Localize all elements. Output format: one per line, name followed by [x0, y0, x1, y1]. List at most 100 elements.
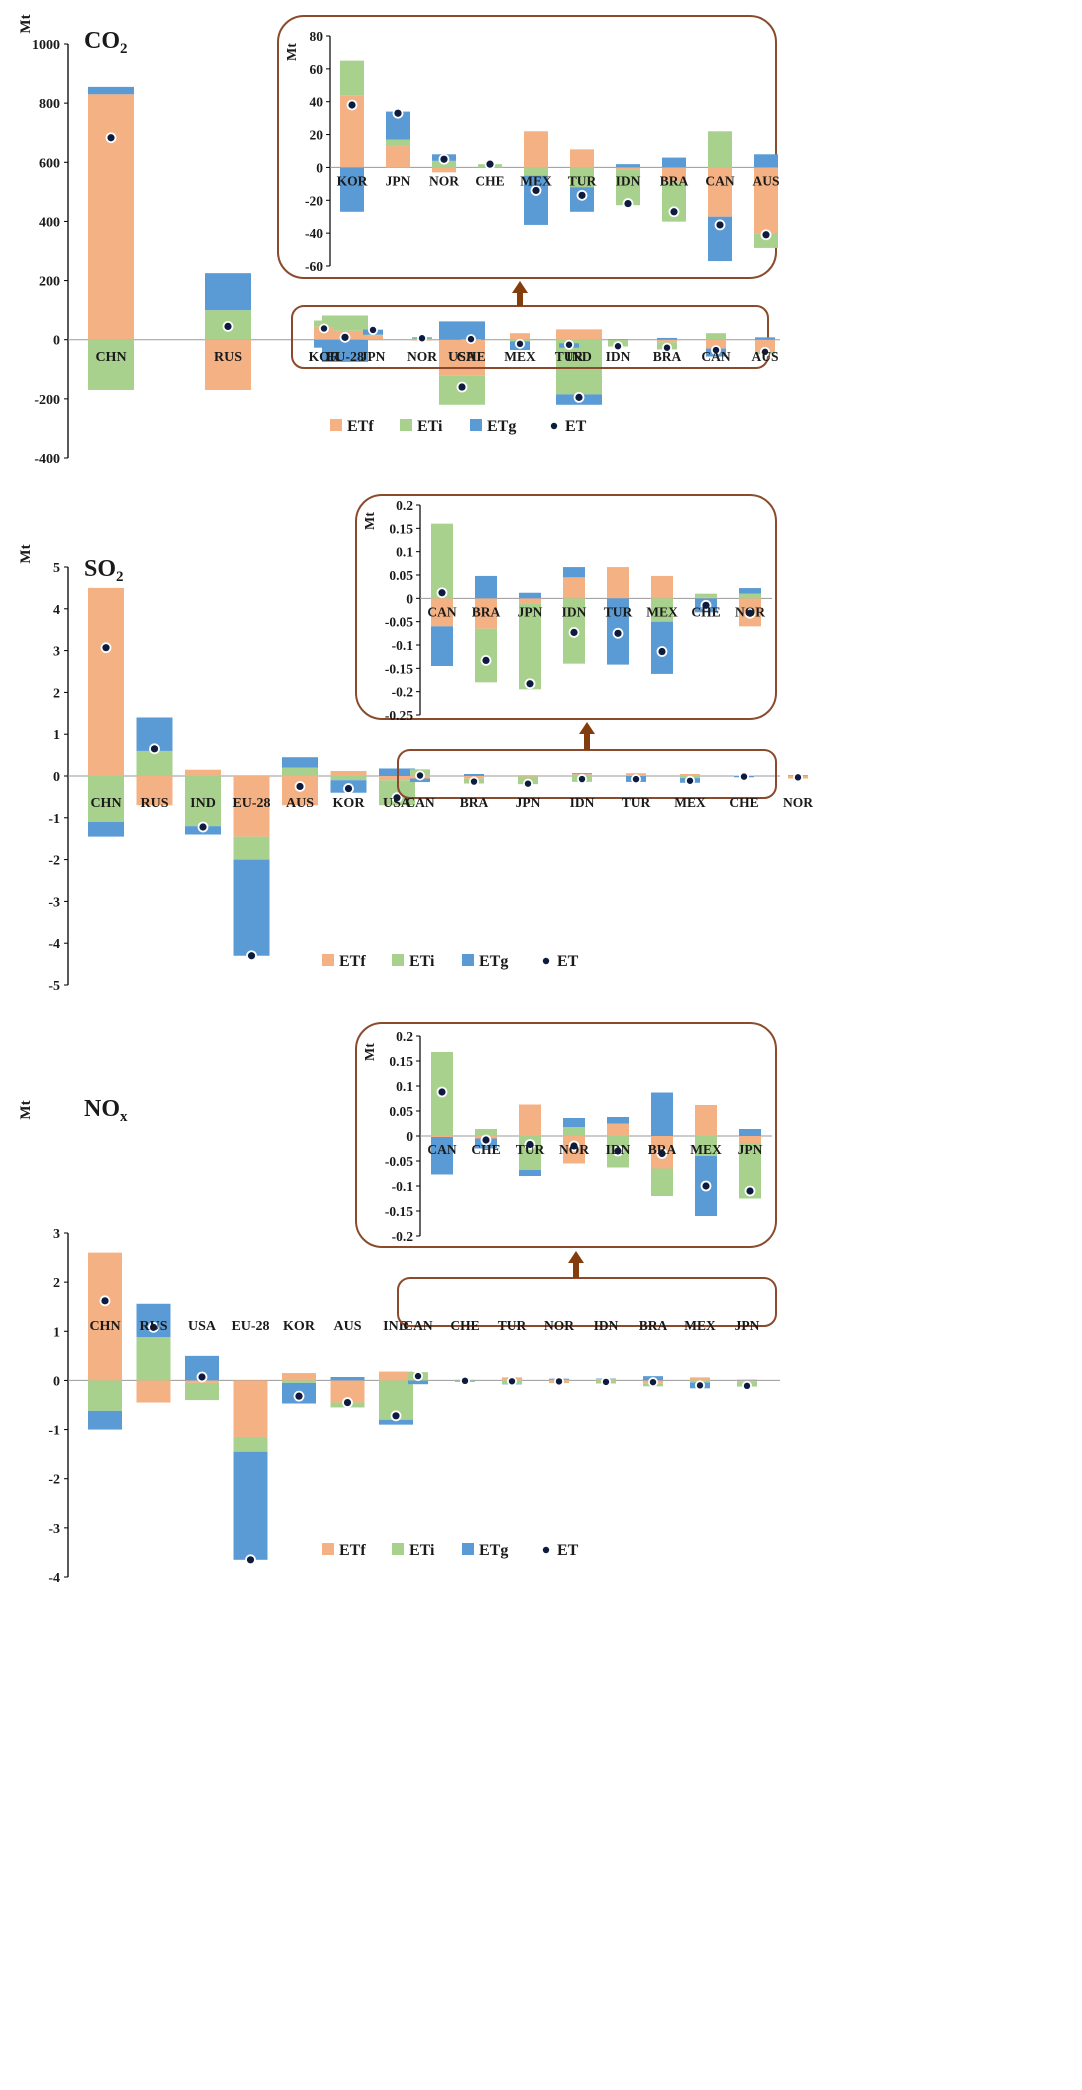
y-tick-label: 1 [53, 1325, 60, 1340]
inset-y-tick-label: 0.05 [389, 1104, 413, 1119]
inset-category-label: JPN [518, 604, 543, 619]
inset-et-point [702, 601, 710, 609]
inset-y-tick-label: -0.05 [385, 615, 413, 630]
y-tick-label: 800 [39, 97, 60, 112]
inset-et-point [746, 1187, 754, 1195]
main-bar-etg [330, 1376, 365, 1381]
inset-bar-etg [607, 1117, 629, 1124]
category-group: KOR [282, 1319, 316, 1404]
et-point [246, 1556, 255, 1564]
et-point [393, 794, 401, 802]
inset-y-tick-label: 0.2 [396, 1029, 413, 1044]
inset-y-tick-label: 0.2 [396, 498, 413, 513]
inset-et-point [578, 191, 586, 199]
inset-bar-etf [616, 167, 640, 170]
small-bar-etg [518, 775, 538, 776]
inset-et-point [438, 589, 446, 597]
inset-bar-eti [475, 1129, 497, 1136]
main-bar-eti [185, 1382, 219, 1401]
category-group: RUS [205, 273, 251, 390]
inset-et-point [614, 629, 622, 637]
inset-et-point [670, 208, 678, 216]
inset-bar-etf [431, 1136, 453, 1137]
legend-label: ETf [339, 953, 366, 970]
category-group: IND [379, 1319, 413, 1425]
small-category-group: MEX [684, 1318, 716, 1391]
inset-bar-eti [519, 1136, 541, 1170]
inset-category-group: BRA [648, 1092, 677, 1196]
small-category-label: MEX [504, 349, 536, 364]
small-category-label: JPN [516, 795, 541, 810]
category-group: CHN [88, 86, 134, 390]
category-label: AUS [286, 796, 314, 811]
legend-marker-et [550, 422, 558, 430]
et-point [150, 745, 159, 753]
et-point [295, 1392, 303, 1400]
main-bar-eti [136, 1337, 171, 1381]
inset-et-point [716, 221, 724, 229]
main-bar-etf [88, 94, 134, 340]
inset-category-label: NOR [559, 1142, 589, 1157]
small-category-group: MEX [504, 333, 536, 364]
legend-label: ETg [487, 418, 516, 435]
inset-category-label: CHE [475, 173, 504, 188]
small-et-point [565, 341, 573, 348]
inset-et-point [658, 647, 666, 656]
inset-bar-etf [708, 167, 732, 217]
small-bar-etf [690, 1377, 710, 1381]
inset-bar-eti [739, 1143, 761, 1199]
small-et-point [508, 1378, 516, 1385]
inset-category-group: IDN [616, 164, 641, 209]
inset-category-group: CHE [471, 1129, 501, 1157]
inset-y-tick-label: -0.15 [385, 661, 413, 676]
chart-title-main: SO [84, 556, 116, 582]
category-label: EU-28 [231, 1319, 269, 1334]
et-point [392, 1412, 400, 1420]
et-point [343, 1398, 352, 1407]
y-tick-label: -2 [48, 854, 60, 869]
inset-bar-etf [570, 149, 594, 168]
inset-category-label: IDN [616, 173, 641, 188]
small-category-label: IDN [594, 1318, 619, 1333]
chart-title: SO2 [84, 556, 124, 585]
inset-category-label: BRA [648, 1142, 677, 1157]
small-category-group: MEX [674, 773, 706, 810]
main-bar-etg [379, 1419, 413, 1425]
legend: ETf ETi ETg ET [322, 1542, 579, 1559]
small-bar-etg [608, 339, 628, 340]
legend-label: ET [565, 418, 587, 435]
inset-y-axis-title: Mt [285, 43, 300, 61]
y-tick-label: 0 [53, 334, 60, 349]
inset-bar-etf [524, 131, 548, 168]
inset-bar-eti [431, 523, 453, 599]
y-tick-label: 1 [53, 728, 60, 743]
inset-bar-etf [519, 598, 541, 604]
y-tick-label: -400 [34, 452, 60, 467]
inset-bar-etg [739, 588, 761, 594]
small-category-group: JPN [361, 324, 386, 364]
legend-swatch-etg [462, 1543, 474, 1555]
main-bar-eti [88, 776, 124, 822]
small-category-label: CHE [729, 795, 758, 810]
small-region-frame [291, 305, 769, 369]
main-bar-etf [330, 770, 367, 776]
inset-et-point [526, 1140, 534, 1149]
inset-bar-eti [524, 167, 548, 176]
inset-category-label: MEX [520, 173, 552, 188]
main-bar-etf [233, 776, 270, 837]
small-et-point [696, 1382, 704, 1389]
legend-swatch-etf [322, 954, 334, 966]
inset-bar-etf [563, 577, 585, 599]
small-et-point [461, 1377, 469, 1385]
main-bar-etf [439, 339, 485, 376]
small-category-group: AUS [751, 337, 779, 364]
inset-et-point [438, 1088, 446, 1096]
et-point [102, 644, 110, 652]
category-group: KOR [330, 770, 367, 811]
small-et-point [649, 1378, 657, 1386]
et-point [247, 952, 256, 960]
inset-et-point [486, 160, 494, 168]
legend-swatch-etg [470, 419, 482, 431]
main-bar-etf [136, 776, 173, 806]
